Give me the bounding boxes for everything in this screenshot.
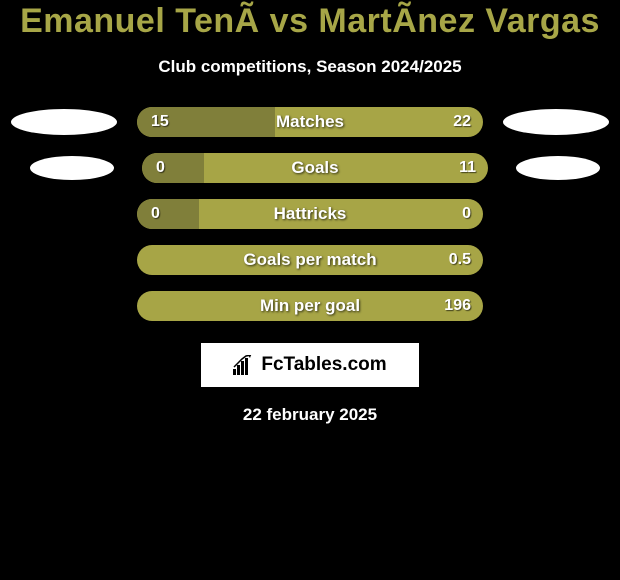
stat-value-right: 0.5 (449, 251, 471, 269)
stat-label: Min per goal (260, 296, 360, 316)
player-oval-left (30, 156, 114, 180)
stat-row: Min per goal 196 (0, 291, 620, 321)
bar-left-fill (142, 153, 204, 183)
logo: FcTables.com (233, 354, 386, 376)
logo-box: FcTables.com (201, 343, 419, 387)
stat-rows: 15 Matches 22 0 Goals 11 0 Hattricks 0 Goals per … (0, 107, 620, 321)
stat-row: 0 Goals 11 (0, 153, 620, 183)
date-text: 22 february 2025 (0, 405, 620, 425)
comparison-infographic: Emanuel TenÃ vs MartÃnez Vargas Club com… (0, 0, 620, 425)
player-oval-left (11, 109, 117, 135)
chart-icon (233, 355, 255, 375)
player-oval-right (516, 156, 600, 180)
stat-value-right: 196 (444, 297, 471, 315)
stat-bar: Min per goal 196 (137, 291, 483, 321)
stat-value-left: 0 (156, 159, 165, 177)
bar-left-fill (137, 199, 199, 229)
subtitle: Club competitions, Season 2024/2025 (0, 57, 620, 77)
stat-value-right: 11 (459, 159, 476, 177)
logo-text: FcTables.com (261, 354, 386, 376)
stat-row: Goals per match 0.5 (0, 245, 620, 275)
stat-label: Matches (276, 112, 344, 132)
stat-bar: 0 Hattricks 0 (137, 199, 483, 229)
stat-bar: 0 Goals 11 (142, 153, 488, 183)
player-oval-right (503, 109, 609, 135)
stat-value-right: 0 (462, 205, 471, 223)
stat-value-left: 0 (151, 205, 160, 223)
stat-value-right: 22 (453, 113, 471, 131)
stat-bar: Goals per match 0.5 (137, 245, 483, 275)
stat-label: Goals per match (243, 250, 376, 270)
stat-row: 15 Matches 22 (0, 107, 620, 137)
page-title: Emanuel TenÃ vs MartÃnez Vargas (0, 2, 620, 41)
stat-label: Goals (291, 158, 338, 178)
stat-bar: 15 Matches 22 (137, 107, 483, 137)
stat-label: Hattricks (274, 204, 347, 224)
stat-value-left: 15 (151, 113, 169, 131)
stat-row: 0 Hattricks 0 (0, 199, 620, 229)
